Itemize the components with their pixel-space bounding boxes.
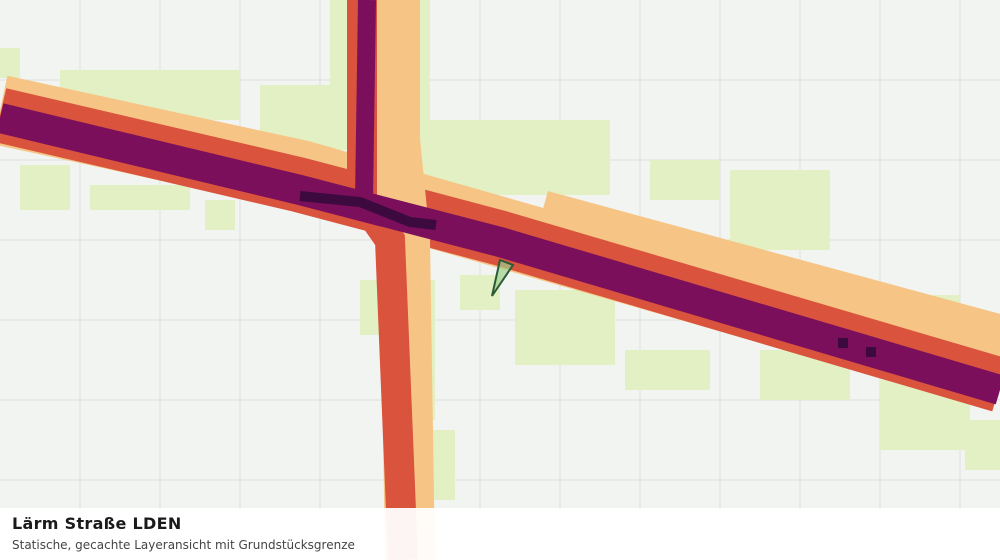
noise-band-very-high: [355, 0, 376, 201]
noise-area: [20, 165, 70, 210]
noise-band-medium: [532, 191, 1000, 374]
noise-area: [730, 170, 830, 250]
noise-area: [0, 48, 20, 78]
noise-area: [650, 160, 720, 200]
parcel-boundary: [491, 258, 515, 297]
noise-band-extreme: [866, 347, 876, 357]
noise-area: [515, 290, 615, 365]
noise-area: [90, 185, 190, 210]
noise-area: [625, 350, 710, 390]
noise-area: [205, 200, 235, 230]
map-subtitle: Statische, gecachte Layeransicht mit Gru…: [12, 538, 355, 552]
caption: Lärm Straße LDEN Statische, gecachte Lay…: [0, 508, 1000, 560]
map-title: Lärm Straße LDEN: [12, 514, 182, 533]
noise-band-extreme: [838, 338, 848, 348]
noise-area: [965, 420, 1000, 470]
noise-band-extreme: [299, 191, 437, 230]
